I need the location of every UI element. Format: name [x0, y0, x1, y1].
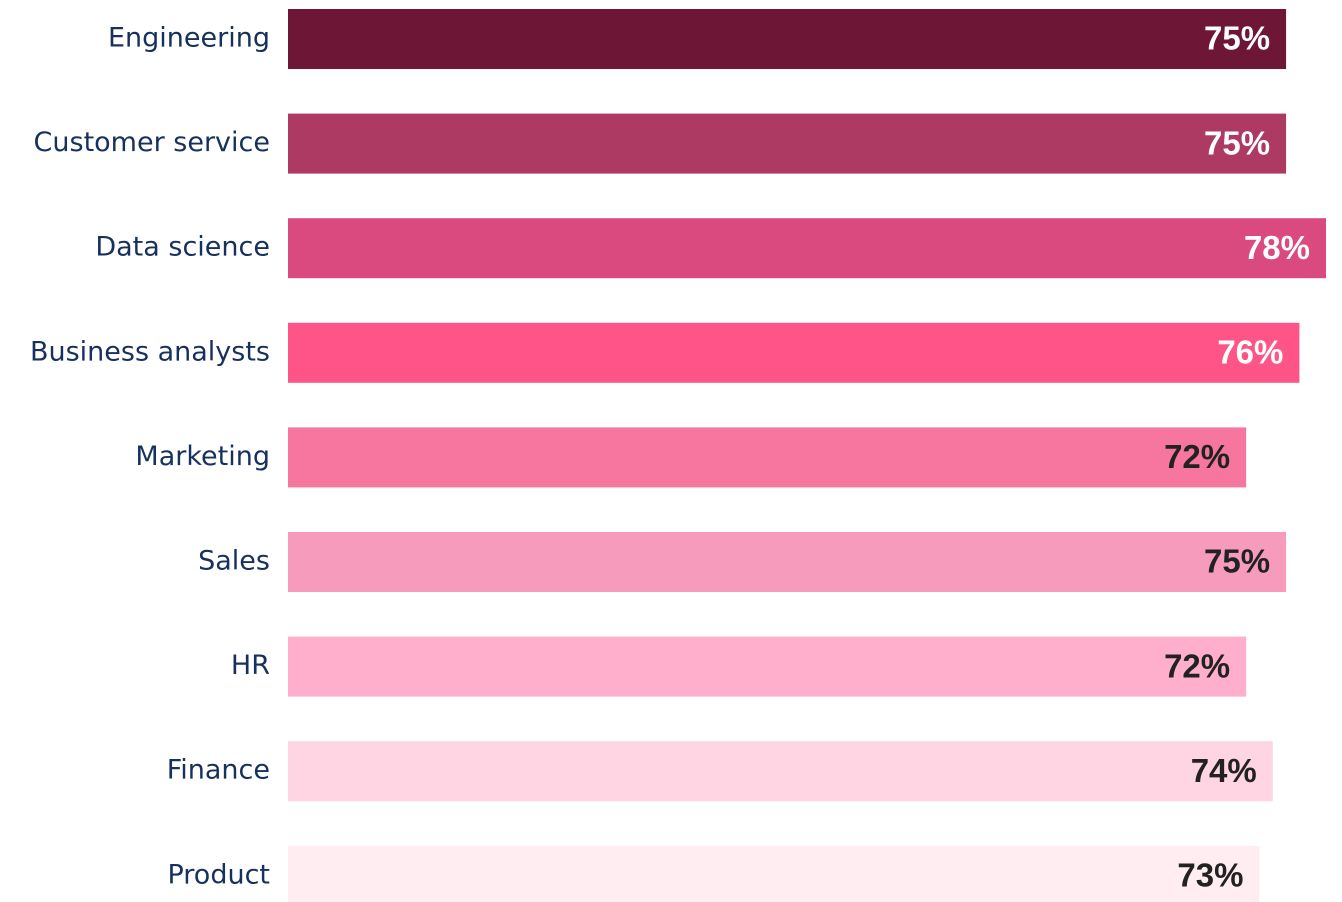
y-tick-label: Business analysts — [30, 336, 270, 367]
value-label: 78% — [1244, 229, 1310, 266]
value-label: 72% — [1164, 438, 1230, 475]
y-tick-label: Engineering — [108, 23, 270, 54]
bar — [288, 113, 1287, 174]
bar — [288, 427, 1247, 488]
value-label: 75% — [1204, 124, 1270, 161]
value-label: 72% — [1164, 647, 1230, 684]
bar — [288, 322, 1300, 383]
y-tick-label: Product — [167, 859, 270, 890]
value-label: 74% — [1191, 752, 1257, 789]
value-label: 75% — [1204, 543, 1270, 580]
value-label: 76% — [1217, 334, 1283, 371]
bar — [288, 845, 1260, 902]
y-tick-label: Marketing — [135, 441, 270, 472]
y-tick-label: Data science — [95, 232, 270, 263]
y-tick-label: Customer service — [34, 127, 270, 158]
value-label: 75% — [1204, 20, 1270, 57]
bar — [288, 9, 1287, 69]
value-label: 73% — [1177, 857, 1243, 894]
y-tick-label: HR — [231, 650, 270, 681]
y-tick-label: Sales — [198, 546, 270, 577]
bar — [288, 532, 1287, 592]
y-tick-label: Finance — [167, 755, 270, 786]
bar — [288, 636, 1247, 697]
bar — [288, 218, 1326, 279]
bar — [288, 741, 1273, 802]
